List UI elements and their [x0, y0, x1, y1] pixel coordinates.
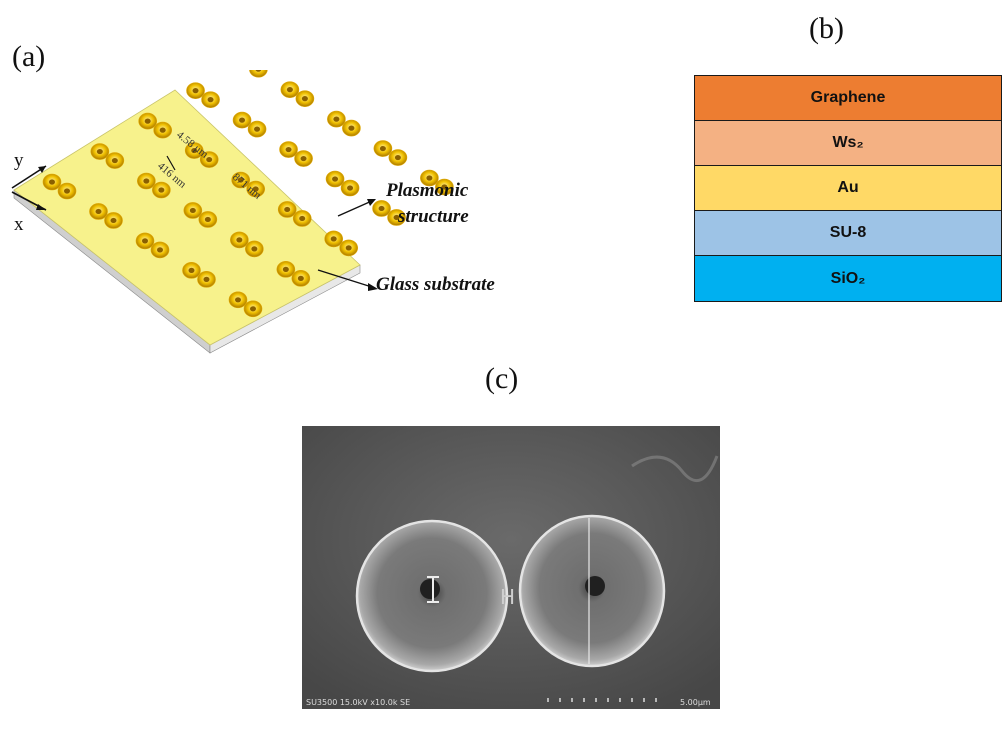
ring-hole	[379, 145, 386, 152]
ring-hole	[204, 216, 211, 223]
ring-disc	[249, 70, 268, 78]
ring-hole	[192, 88, 199, 94]
ring-hole	[159, 127, 166, 133]
panel-label-b: (b)	[809, 12, 844, 45]
ring-hole	[300, 155, 307, 162]
x-axis-label: x	[14, 214, 24, 235]
ring-hole	[301, 96, 308, 102]
ring-hole	[250, 306, 256, 312]
ring-hole	[393, 214, 400, 221]
ring-hole	[378, 205, 385, 212]
ring-hole	[235, 297, 241, 303]
ring-hole	[332, 176, 339, 182]
ring-hole	[297, 275, 304, 281]
sem-right-hole	[585, 576, 605, 596]
plasmonic-schematic: y x 4.58 μm 416 nm 871 nm Plasmonic stru…	[11, 70, 495, 354]
structure-callout-line	[337, 199, 375, 217]
ring-hole	[254, 126, 261, 132]
layer-ws2: Ws₂	[695, 121, 1001, 166]
ring-hole	[203, 276, 210, 282]
ring-hole	[286, 87, 293, 93]
panel-label-c: (c)	[485, 362, 519, 395]
y-axis-label: y	[14, 150, 24, 171]
ring-hole	[144, 118, 151, 124]
ring-hole	[333, 116, 340, 122]
ring-hole	[143, 178, 150, 184]
sem-scale-ticks	[547, 698, 657, 702]
ring-hole	[348, 125, 355, 131]
sem-left-hole	[420, 579, 440, 599]
ring-hole	[251, 246, 258, 252]
annotation-structure-1: Plasmonic	[385, 180, 469, 201]
ring-hole	[237, 177, 244, 183]
layer-graphene: Graphene	[695, 76, 1001, 121]
substrate-callout-line	[317, 269, 376, 289]
ring-hole	[189, 207, 196, 214]
ring-hole	[426, 175, 433, 181]
ring-hole	[95, 208, 102, 215]
sem-marker-h: H	[500, 585, 515, 609]
ring-hole	[345, 245, 352, 251]
dim-gap-arrow	[166, 155, 176, 171]
ring-hole	[394, 154, 401, 161]
sem-footer-right: 5.00μm	[680, 698, 711, 707]
substrate-callout-arrowhead	[368, 283, 378, 291]
ring-hole	[347, 185, 354, 191]
ring-hole	[239, 117, 246, 123]
annotation-substrate: Glass substrate	[376, 274, 495, 295]
x-axis-arrowhead	[36, 204, 46, 210]
ring-hole	[441, 184, 448, 190]
structure-callout-arrowhead	[367, 199, 376, 206]
ring-hole	[111, 157, 118, 164]
sem-footer-left: SU3500 15.0kV x10.0k SE	[306, 698, 410, 707]
layer-su8: SU-8	[695, 211, 1001, 256]
ring-hole	[255, 70, 262, 72]
layer-au: Au	[695, 166, 1001, 211]
ring-hole	[157, 247, 163, 253]
ring-hole	[236, 237, 243, 243]
ring-hole	[64, 188, 70, 194]
ring-hole	[158, 187, 165, 193]
ring-hole	[285, 146, 292, 153]
ring-hole	[188, 267, 195, 273]
ring-hole	[206, 156, 213, 163]
ring-hole	[191, 147, 198, 154]
ring-hole	[142, 238, 148, 244]
ring-hole	[282, 266, 289, 272]
panel-label-a: (a)	[12, 40, 46, 73]
sem-hole-marker	[427, 576, 439, 603]
y-axis-arrowhead	[38, 166, 46, 173]
sem-image: H SU3500 15.0kV x10.0k SE 5.00μm	[302, 426, 720, 709]
ring-hole	[96, 148, 103, 155]
ring-hole	[252, 186, 259, 192]
layer-sio2: SiO₂	[695, 256, 1001, 301]
ring-hole	[110, 217, 117, 224]
ring-hole	[49, 179, 55, 185]
ring-array	[42, 70, 454, 318]
sem-debris	[631, 455, 719, 483]
ring-hole	[284, 206, 291, 213]
annotation-structure-2: structure	[397, 206, 469, 227]
layer-stack: Graphene Ws₂ Au SU-8 SiO₂	[694, 75, 1002, 302]
ring-hole	[299, 215, 306, 222]
ring-hole	[330, 236, 337, 242]
ring-hole	[207, 97, 214, 103]
